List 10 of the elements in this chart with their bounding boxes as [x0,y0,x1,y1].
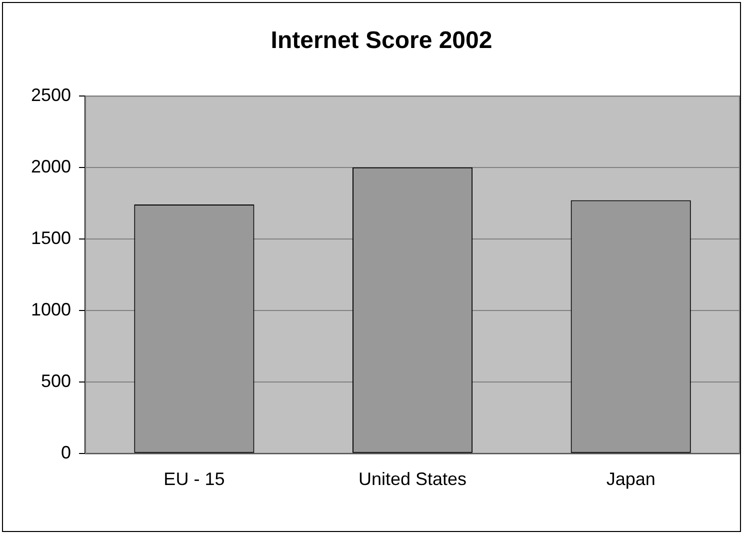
y-tick-label: 0 [61,442,72,462]
chart-title: Internet Score 2002 [270,27,492,54]
x-tick-label: Japan [606,469,656,490]
y-tick-label: 1500 [30,228,72,248]
y-tick-label: 2000 [30,156,72,176]
y-tick-label: 2500 [30,84,72,105]
x-tick-label: EU - 15 [164,469,225,490]
y-tick-label: 1000 [30,299,72,320]
x-tick-label: United States [358,469,467,490]
y-tick-label: 500 [40,370,72,391]
